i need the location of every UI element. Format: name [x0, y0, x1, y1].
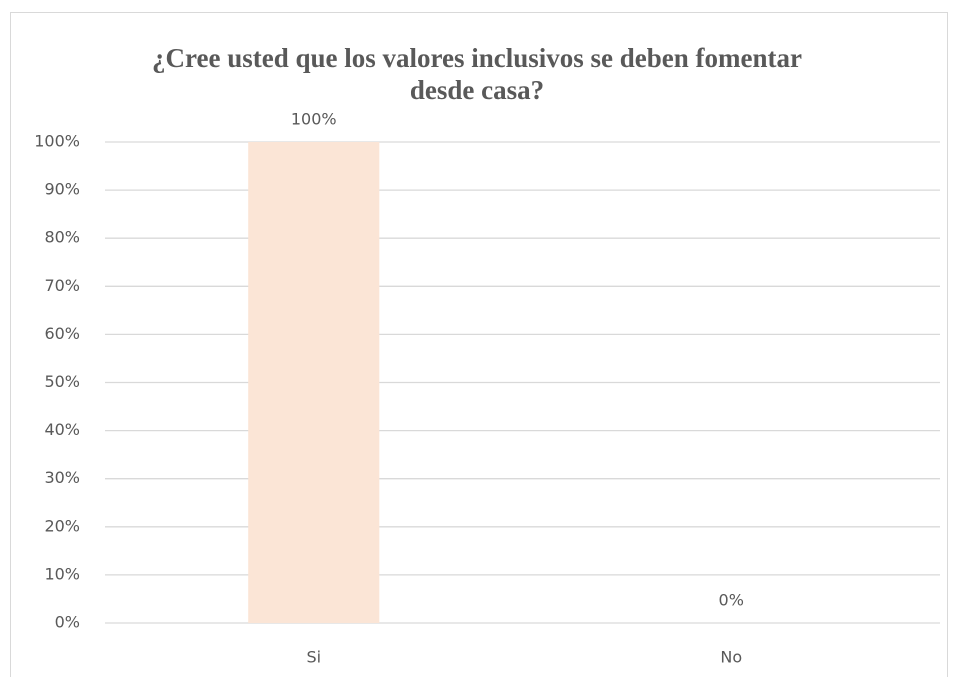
y-tick-label: 0%: [55, 613, 80, 632]
y-tick-label: 70%: [44, 276, 80, 295]
bar: [248, 142, 380, 623]
x-tick-label: Si: [306, 648, 321, 667]
chart-title: ¿Cree usted que los valores inclusivos s…: [152, 43, 802, 105]
y-tick-label: 90%: [44, 180, 80, 199]
chart-border: [10, 12, 948, 677]
y-tick-label: 50%: [44, 372, 80, 391]
x-tick-label: No: [720, 648, 742, 667]
data-label: 100%: [291, 110, 337, 129]
y-tick-label: 100%: [34, 132, 80, 151]
y-tick-label: 80%: [44, 228, 80, 247]
y-tick-label: 10%: [44, 564, 80, 583]
data-label: 0%: [719, 591, 744, 610]
y-tick-label: 20%: [44, 516, 80, 535]
y-tick-label: 60%: [44, 324, 80, 343]
y-tick-label: 30%: [44, 468, 80, 487]
y-tick-label: 40%: [44, 420, 80, 439]
